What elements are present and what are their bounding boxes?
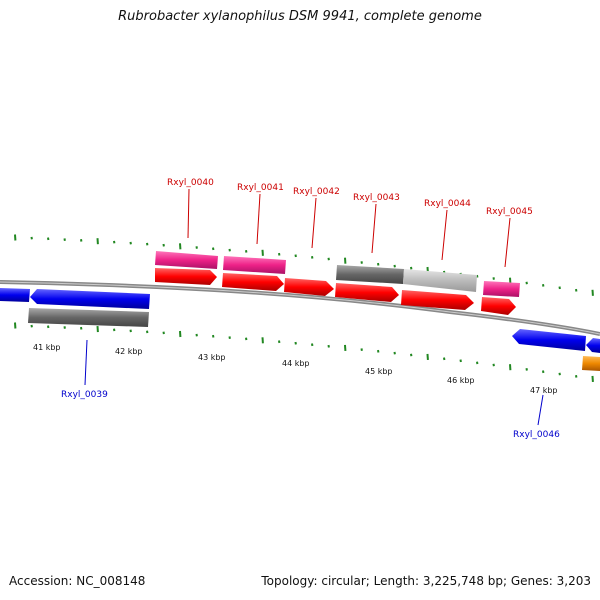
gene-feature-rxyl-0045[interactable]: [483, 281, 520, 297]
gene-label-rxyl-0045[interactable]: Rxyl_0045: [486, 207, 533, 217]
map-title: Rubrobacter xylanophilus DSM 9941, compl…: [118, 9, 482, 24]
kbp-label-42: 42 kbp: [115, 347, 143, 356]
cds-arrow-rxyl-0040[interactable]: [155, 268, 217, 285]
gene-feature-rxyl-0040[interactable]: [155, 251, 218, 269]
kbp-label-46: 46 kbp: [447, 376, 475, 385]
gene-label-rxyl-0041[interactable]: Rxyl_0041: [237, 183, 284, 193]
gene-feature-orange[interactable]: [582, 356, 600, 371]
gene-feature-rxyl-0044[interactable]: [403, 269, 477, 292]
cds-arrow-rxyl-0042[interactable]: [284, 278, 334, 296]
gene-label-rxyl-0043[interactable]: Rxyl_0043: [353, 193, 400, 203]
genome-stats-label: Topology: circular; Length: 3,225,748 bp…: [261, 574, 591, 588]
cds-arrow-rxyl-0039[interactable]: [30, 289, 150, 309]
genome-backbone-highlight: [0, 281, 600, 335]
cds-arrow-rxyl-0046[interactable]: [512, 329, 600, 353]
cds-arrow-rxyl-0043[interactable]: [335, 283, 399, 302]
gene-label-rxyl-0044[interactable]: Rxyl_0044: [424, 199, 471, 209]
accession-label: Accession: NC_008148: [9, 574, 146, 588]
gene-label-rxyl-0046[interactable]: Rxyl_0046: [513, 430, 560, 440]
kbp-label-41: 41 kbp: [33, 343, 61, 352]
gene-feature-rxyl-0041[interactable]: [223, 256, 286, 274]
outer-tick-row: [14, 234, 594, 296]
kbp-label-43: 43 kbp: [198, 353, 226, 362]
kbp-label-45: 45 kbp: [365, 367, 393, 376]
inner-tick-row: [14, 322, 594, 382]
gene-feature-rxyl-0039[interactable]: [28, 308, 149, 327]
cds-arrow-rxyl-0038[interactable]: [0, 288, 30, 302]
kbp-label-47: 47 kbp: [530, 386, 558, 395]
kbp-label-44: 44 kbp: [282, 359, 310, 368]
cds-arrow-rxyl-0045[interactable]: [481, 297, 516, 315]
cds-arrow-rxyl-0041[interactable]: [222, 273, 284, 291]
gene-label-rxyl-0042[interactable]: Rxyl_0042: [293, 187, 340, 197]
gene-label-rxyl-0039[interactable]: Rxyl_0039: [61, 390, 108, 400]
gene-label-rxyl-0040[interactable]: Rxyl_0040: [167, 178, 214, 188]
gene-feature-rxyl-0043[interactable]: [336, 265, 404, 284]
cds-arrow-rxyl-0044[interactable]: [401, 290, 474, 310]
